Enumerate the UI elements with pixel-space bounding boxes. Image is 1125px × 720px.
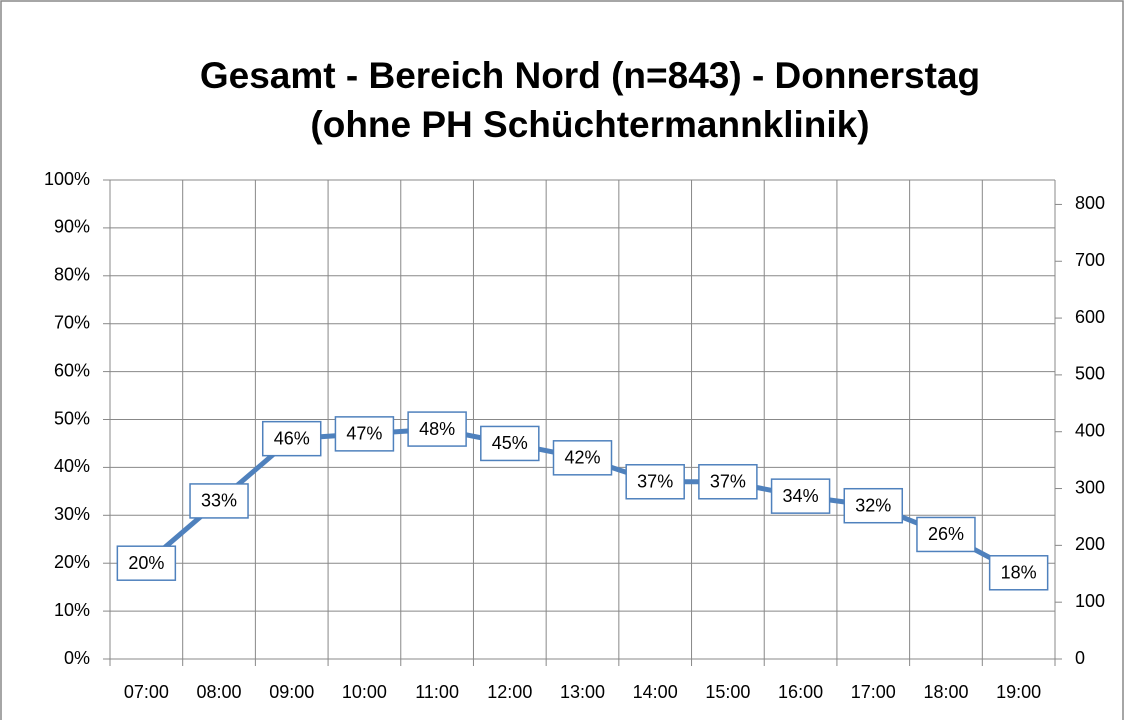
x-tick-label: 18:00	[923, 682, 968, 702]
y2-tick-label: 100	[1075, 591, 1105, 611]
data-label: 32%	[855, 495, 891, 515]
y-tick-label: 90%	[54, 217, 90, 237]
y-tick-label: 50%	[54, 408, 90, 428]
x-tick-label: 12:00	[487, 682, 532, 702]
x-tick-label: 16:00	[778, 682, 823, 702]
data-label: 45%	[492, 433, 528, 453]
y2-tick-label: 700	[1075, 250, 1105, 270]
y2-tick-label: 300	[1075, 477, 1105, 497]
chart-title: (ohne PH Schüchtermannklinik)	[310, 104, 869, 145]
data-label-box	[189, 483, 249, 519]
data-label: 42%	[564, 448, 600, 468]
data-label: 26%	[928, 524, 964, 544]
data-label: 20%	[128, 553, 164, 573]
chart-title: Gesamt - Bereich Nord (n=843) - Donnerst…	[200, 55, 980, 96]
data-label-box	[843, 487, 904, 524]
y-tick-label: 0%	[64, 648, 90, 668]
data-label-box	[261, 420, 322, 457]
y2-tick-label: 500	[1075, 364, 1105, 384]
y-tick-label: 100%	[44, 169, 90, 189]
data-label-box	[625, 464, 685, 500]
y2-tick-label: 400	[1075, 420, 1105, 440]
y-tick-label: 40%	[54, 456, 90, 476]
data-label-box	[407, 411, 467, 447]
data-label-box	[988, 555, 1049, 591]
x-tick-label: 07:00	[124, 682, 169, 702]
x-tick-label: 08:00	[197, 682, 242, 702]
y-tick-label: 10%	[54, 600, 90, 620]
data-label: 48%	[419, 419, 455, 439]
x-tick-label: 09:00	[269, 682, 314, 702]
y-tick-label: 70%	[54, 312, 90, 332]
x-tick-label: 10:00	[342, 682, 387, 702]
y2-tick-label: 800	[1075, 193, 1105, 213]
x-tick-label: 19:00	[996, 682, 1041, 702]
data-label: 34%	[783, 486, 819, 506]
y-tick-label: 80%	[54, 265, 90, 285]
x-tick-label: 15:00	[705, 682, 750, 702]
data-label: 37%	[710, 472, 746, 492]
x-tick-label: 13:00	[560, 682, 605, 702]
data-label-box	[698, 464, 758, 500]
y2-tick-label: 200	[1075, 534, 1105, 554]
data-label: 46%	[274, 428, 310, 448]
data-label-box	[116, 545, 177, 581]
data-label-box	[552, 440, 613, 476]
data-label-box	[334, 416, 395, 452]
y-tick-label: 20%	[54, 552, 90, 572]
data-label: 47%	[346, 424, 382, 444]
data-label-box	[916, 516, 976, 553]
y-tick-label: 30%	[54, 504, 90, 524]
data-label: 33%	[201, 491, 237, 511]
x-tick-label: 17:00	[851, 682, 896, 702]
y2-tick-label: 600	[1075, 307, 1105, 327]
x-tick-label: 11:00	[415, 682, 459, 702]
x-tick-label: 14:00	[633, 682, 678, 702]
data-label: 37%	[637, 472, 673, 492]
data-label: 18%	[1001, 563, 1037, 583]
data-label-box	[480, 425, 540, 462]
y-tick-label: 60%	[54, 360, 90, 380]
data-label-box	[770, 478, 831, 514]
y2-tick-label: 0	[1075, 648, 1085, 668]
